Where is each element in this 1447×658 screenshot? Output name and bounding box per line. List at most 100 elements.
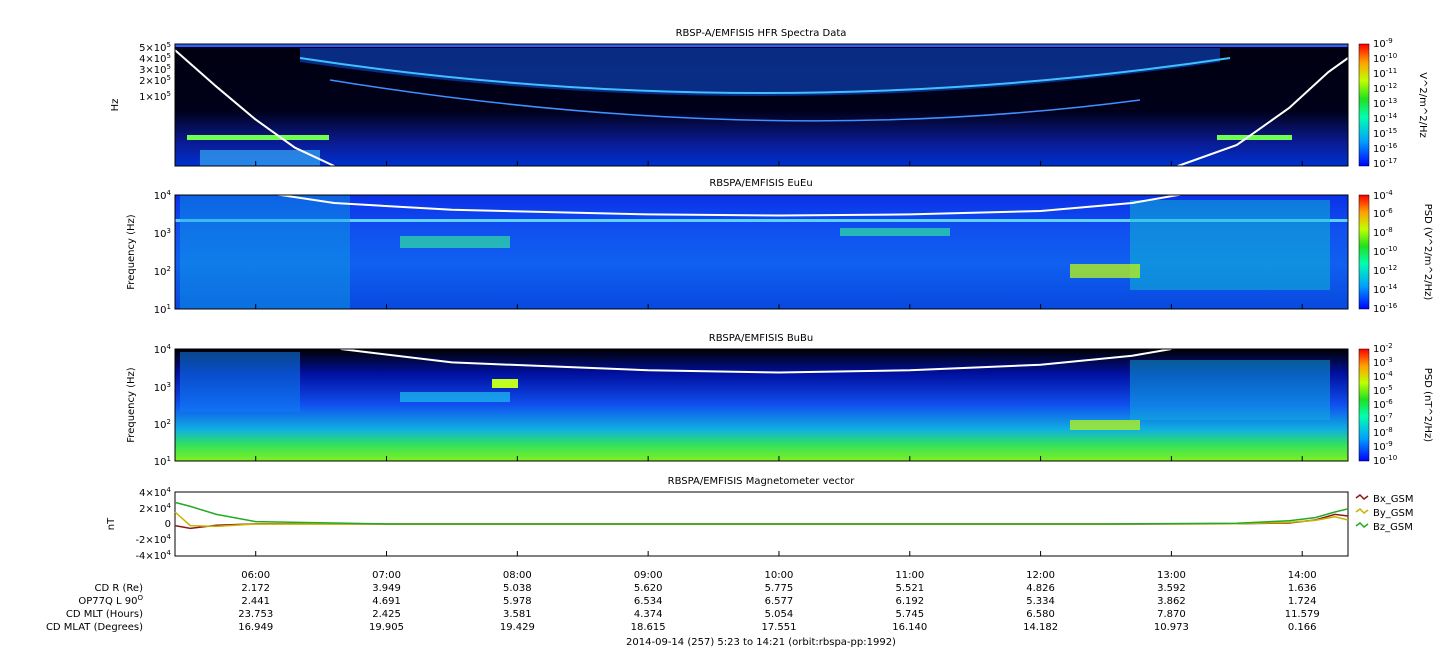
panel1-plasma-line (299, 57, 1231, 94)
ephemeris-value: 7.870 (1157, 609, 1186, 620)
svg-text:0: 0 (165, 519, 171, 530)
ephemeris-value: 3.949 (372, 583, 401, 594)
ephemeris-value: 4.374 (634, 609, 663, 620)
svg-text:10-10: 10-10 (1373, 454, 1397, 467)
panel2-colorbar-label: PSD (V^2/m^2/Hz) (1422, 204, 1433, 301)
svg-text:10-8: 10-8 (1373, 226, 1393, 239)
panel1-ytick-4e5: 4×105 (139, 52, 171, 65)
panel2-emission-right (1070, 264, 1140, 278)
svg-text:10-5: 10-5 (1373, 384, 1393, 397)
ephemeris-value: 19.429 (500, 622, 535, 633)
svg-text:10-6: 10-6 (1373, 398, 1393, 411)
x-tick-label: 09:00 (634, 570, 663, 581)
svg-text:4×104: 4×104 (139, 486, 171, 499)
ephemeris-value: 5.521 (895, 583, 924, 594)
svg-text:2×104: 2×104 (139, 502, 171, 515)
svg-text:101: 101 (154, 455, 171, 468)
svg-text:10-2: 10-2 (1373, 342, 1393, 355)
legend-swatch-Bz_GSM (1355, 522, 1369, 528)
ephemeris-value: 6.534 (634, 596, 663, 607)
x-tick-label: 12:00 (1026, 570, 1055, 581)
panel3-colorbar-ticks: 10-2 10-3 10-4 10-5 10-6 10-7 10-8 10-9 … (1373, 342, 1397, 467)
svg-text:10-10: 10-10 (1373, 52, 1397, 65)
panel4-lines (174, 501, 1349, 530)
panel1-low-band (200, 150, 320, 166)
panel3-colorbar (1358, 348, 1370, 462)
panel1-ylabel: Hz (110, 99, 121, 112)
svg-text:103: 103 (154, 381, 171, 394)
svg-text:10-4: 10-4 (1373, 189, 1393, 202)
panel3-emission-spot (492, 379, 518, 388)
panel3-spectrogram (175, 348, 1348, 461)
panel3-emission-right (1070, 420, 1140, 430)
svg-text:10-7: 10-7 (1373, 412, 1393, 425)
legend-label-Bz_GSM: Bz_GSM (1373, 522, 1413, 533)
svg-text:10-16: 10-16 (1373, 302, 1398, 315)
ephemeris-value: 14.182 (1023, 622, 1058, 633)
ephemeris-value: 5.978 (503, 596, 532, 607)
ephemeris-label: CD R (Re) (95, 583, 144, 594)
panel2-line-feature (175, 219, 1348, 222)
ephemeris-value: 5.334 (1026, 596, 1055, 607)
svg-text:10-9: 10-9 (1373, 440, 1393, 453)
ephemeris-value: 2.172 (241, 583, 270, 594)
panel3-cyclotron-curve (340, 348, 1172, 374)
svg-text:10-9: 10-9 (1373, 37, 1393, 50)
ephemeris-value: 19.905 (369, 622, 404, 633)
panel1-upper-band (329, 79, 1141, 122)
ephemeris-value: 0.166 (1288, 622, 1317, 633)
ephemeris-label: CD MLT (Hours) (66, 609, 143, 620)
svg-text:10-14: 10-14 (1373, 112, 1398, 125)
svg-text:103: 103 (154, 227, 171, 240)
svg-text:10-10: 10-10 (1373, 245, 1397, 258)
panel1-colorbar (1358, 43, 1370, 167)
panel4-title: RBSPA/EMFISIS Magnetometer vector (668, 476, 856, 487)
panel1-ytick-5e5: 5×105 (139, 41, 171, 54)
ephemeris-label: CD MLAT (Degrees) (46, 622, 143, 633)
ephemeris-value: 16.949 (238, 622, 273, 633)
panel1-top-band (175, 44, 1348, 47)
ephemeris-value: 17.551 (761, 622, 796, 633)
ephemeris-value: 5.054 (765, 609, 794, 620)
svg-text:102: 102 (154, 265, 171, 278)
panel1-frame (174, 43, 1349, 167)
legend-label-Bx_GSM: Bx_GSM (1373, 494, 1414, 505)
panel2-left-region (180, 195, 350, 309)
svg-text:-2×104: -2×104 (135, 533, 171, 546)
footer-time-range: 2014-09-14 (257) 5:23 to 14:21 (orbit:rb… (626, 637, 896, 648)
panel1-ytick-1e5: 1×105 (139, 90, 171, 103)
x-tick-label: 06:00 (241, 570, 270, 581)
panel3-left-region (180, 352, 300, 412)
svg-text:10-12: 10-12 (1373, 82, 1397, 95)
svg-text:10-13: 10-13 (1373, 97, 1397, 110)
panel1-title: RBSP-A/EMFISIS HFR Spectra Data (676, 28, 847, 39)
legend-swatch-Bx_GSM (1355, 494, 1369, 500)
ephemeris-table: CD R (Re) 2.172 3.949 5.038 5.620 5.775 5.521 4… (46, 583, 1320, 633)
panel3-chorus-left (400, 392, 510, 402)
svg-text:10-11: 10-11 (1373, 67, 1397, 80)
ephemeris-value: 4.691 (372, 596, 401, 607)
svg-text:104: 104 (154, 343, 172, 356)
series-line-Bz_GSM (174, 501, 1349, 525)
ephemeris-value: 6.577 (765, 596, 794, 607)
ephemeris-value: 11.579 (1285, 609, 1320, 620)
ephemeris-value: 2.441 (241, 596, 270, 607)
legend-label-By_GSM: By_GSM (1373, 508, 1414, 519)
x-tick-label: 14:00 (1288, 570, 1317, 581)
ephemeris-value: 23.753 (238, 609, 273, 620)
legend-swatch-By_GSM (1355, 508, 1369, 514)
svg-text:10-8: 10-8 (1373, 426, 1393, 439)
x-tick-label: 07:00 (372, 570, 401, 581)
ephemeris-label: OP77Q L 90O (78, 594, 143, 607)
ephemeris-value: 2.425 (372, 609, 401, 620)
panel1-colorbar-ticks: 10-9 10-10 10-11 10-12 10-13 10-14 10-15… (1373, 37, 1398, 170)
ephemeris-value: 6.580 (1026, 609, 1055, 620)
ephemeris-value: 1.724 (1288, 596, 1317, 607)
svg-text:10-16: 10-16 (1373, 142, 1398, 155)
panel4-legend: Bx_GSM By_GSM Bz_GSM (1355, 494, 1414, 533)
panel2-spectrogram (175, 188, 1348, 309)
panel2-chorus-mid (840, 228, 950, 236)
ephemeris-value: 10.973 (1154, 622, 1189, 633)
panel2-frame (174, 194, 1349, 310)
